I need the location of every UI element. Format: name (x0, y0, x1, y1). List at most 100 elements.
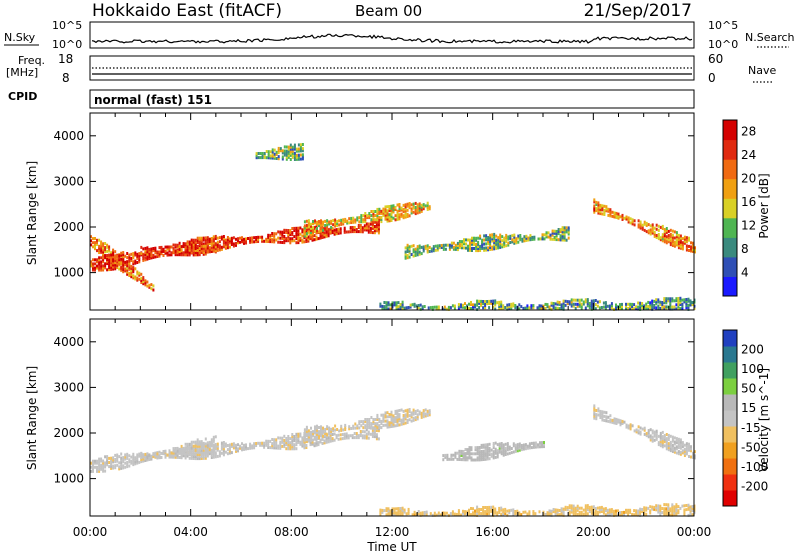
power-cell (471, 236, 473, 240)
velocity-cell (190, 442, 193, 446)
velocity-cell (606, 508, 609, 512)
velocity-cell (498, 450, 501, 454)
power-cell (667, 305, 670, 309)
power-cell (669, 307, 672, 311)
power-cell (188, 242, 191, 246)
power-cell (371, 231, 374, 235)
power-cell (669, 301, 672, 305)
power-cell (403, 306, 406, 310)
velocity-cell (608, 510, 611, 514)
velocity-cell (368, 424, 371, 428)
velocity-cell (478, 446, 481, 449)
velocity-cell (450, 453, 453, 457)
power-cell (297, 147, 300, 151)
velocity-cell (92, 465, 94, 469)
power-cell (476, 303, 479, 307)
power-cell (627, 216, 630, 220)
velocity-cell (637, 429, 640, 433)
power-cell (463, 242, 465, 246)
velocity-cell (402, 422, 405, 426)
velocity-cell (599, 411, 602, 415)
velocity-cell (363, 430, 366, 434)
velocity-cell (196, 453, 199, 456)
velocity-cell (451, 510, 454, 514)
power-cell (295, 228, 298, 232)
velocity-cell (312, 434, 314, 438)
velocity-cell (627, 426, 630, 430)
velocity-cell (594, 507, 597, 510)
power-cell (601, 204, 604, 208)
velocity-cell (452, 457, 455, 461)
velocity-cell (291, 441, 294, 445)
velocity-cell (347, 434, 350, 438)
power-cell (399, 303, 402, 306)
power-cell (649, 307, 652, 311)
power-cell (289, 239, 292, 243)
velocity-cell (396, 423, 399, 427)
power-cell (166, 245, 169, 249)
velocity-cell (657, 443, 660, 447)
velocity-cell (584, 512, 587, 516)
power-cell (694, 248, 696, 252)
power-cell (297, 239, 300, 242)
velocity-cell (550, 509, 553, 513)
power-cell (208, 238, 211, 241)
power-cell (408, 249, 411, 253)
velocity-cell (212, 447, 215, 451)
power-cell (615, 216, 618, 219)
velocity-cell (548, 511, 551, 515)
velocity-cell (289, 437, 292, 441)
velocity-cell (124, 457, 127, 461)
velocity-cell (486, 451, 489, 455)
velocity-cell (454, 455, 457, 459)
velocity-cell (414, 418, 417, 422)
power-cell (382, 209, 385, 213)
power-cell (228, 241, 231, 245)
velocity-cell (399, 511, 402, 515)
power-cell (659, 300, 662, 304)
velocity-cell (500, 442, 503, 445)
velocity-cell (202, 450, 205, 454)
power-cell (588, 304, 591, 307)
power-cell (389, 303, 392, 307)
velocity-cell (595, 413, 598, 417)
velocity-cell (152, 455, 155, 459)
power-cell (100, 250, 103, 254)
velocity-cell (588, 510, 591, 513)
power-cell (447, 305, 450, 309)
velocity-cell (468, 510, 470, 514)
velocity-cell (271, 438, 274, 441)
power-cell (400, 214, 403, 218)
power-colorbar-tick: 28 (741, 125, 756, 139)
power-cell (483, 248, 486, 252)
velocity-cell (106, 461, 109, 465)
power-cell (281, 236, 284, 240)
velocity-cell (190, 440, 193, 444)
power-cell (590, 301, 593, 305)
power-cell (138, 260, 141, 264)
power-cell (503, 244, 506, 248)
power-cell (592, 301, 595, 305)
velocity-cell (96, 465, 98, 469)
power-cell (627, 306, 630, 310)
velocity-cell (198, 442, 201, 446)
velocity-cell (679, 440, 682, 444)
power-cell (580, 304, 583, 308)
velocity-cell (355, 436, 358, 440)
power-cell (385, 303, 388, 307)
power-cell (352, 220, 355, 224)
velocity-cell (472, 511, 474, 515)
velocity-cell (289, 441, 292, 445)
velocity-cell (126, 452, 129, 456)
velocity-cell (208, 442, 211, 445)
power-cell (375, 225, 378, 229)
power-cell (443, 307, 446, 311)
velocity-cell (275, 442, 278, 446)
power-cell (597, 205, 600, 209)
velocity-cell (265, 441, 268, 445)
power-cell (291, 153, 294, 157)
velocity-cell (462, 456, 465, 460)
velocity-cell (323, 439, 326, 443)
power-cell (338, 223, 341, 227)
power-cell (679, 307, 682, 311)
